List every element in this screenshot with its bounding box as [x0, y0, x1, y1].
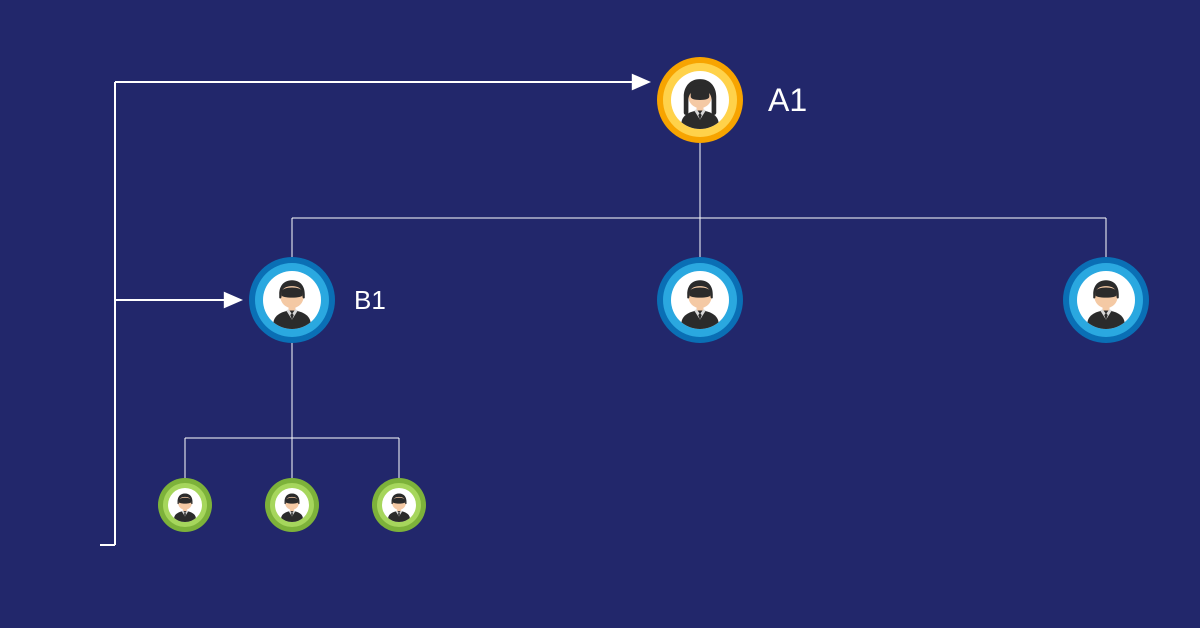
avatar: [671, 71, 729, 129]
node-c1: [158, 478, 212, 532]
node-c3: [372, 478, 426, 532]
avatar: [671, 271, 729, 329]
node-a1: [657, 57, 743, 143]
avatar: [168, 488, 202, 522]
node-c2: [265, 478, 319, 532]
node-b3: [1063, 257, 1149, 343]
avatar: [1077, 271, 1135, 329]
avatar: [382, 488, 416, 522]
node-b2: [657, 257, 743, 343]
avatar: [263, 271, 321, 329]
node-label-b1: B1: [354, 285, 386, 316]
node-b1: [249, 257, 335, 343]
org-tree-diagram: A1 B1: [0, 0, 1200, 628]
node-label-a1: A1: [768, 82, 807, 119]
avatar: [275, 488, 309, 522]
connector-lines: [0, 0, 1200, 628]
